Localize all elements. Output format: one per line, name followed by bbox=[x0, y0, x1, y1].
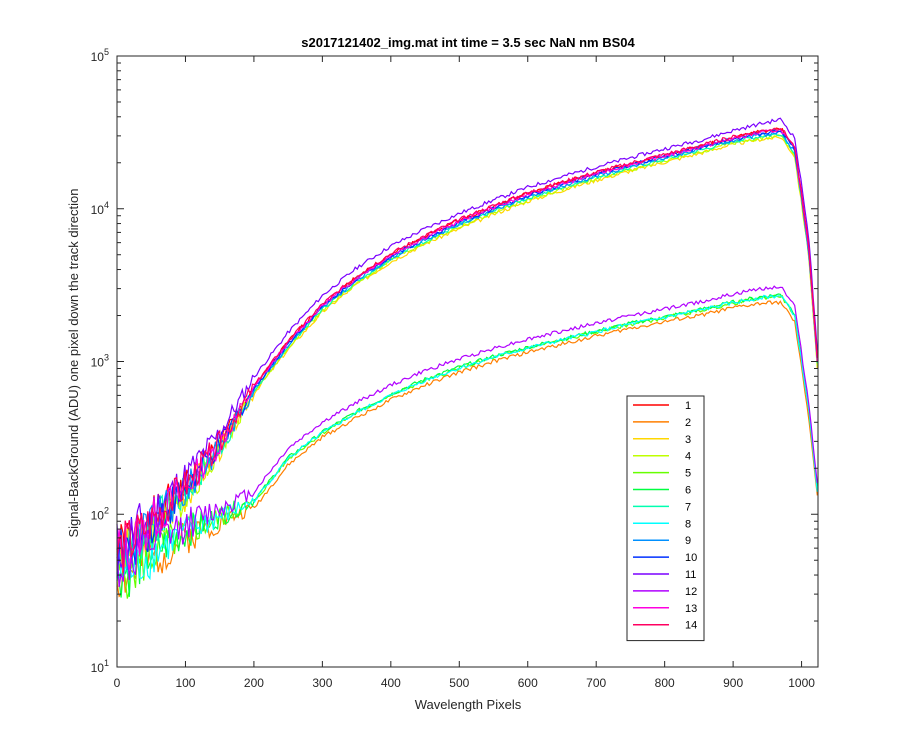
series-line-4 bbox=[116, 134, 818, 587]
series-line-14 bbox=[116, 127, 818, 573]
legend-label-4: 4 bbox=[685, 451, 691, 463]
legend-label-13: 13 bbox=[685, 603, 697, 615]
series-line-13 bbox=[116, 127, 818, 572]
x-tick-label: 600 bbox=[518, 676, 538, 690]
y-tick-label: 101 bbox=[91, 658, 109, 675]
series-layer bbox=[116, 117, 818, 599]
y-tick-label: 103 bbox=[91, 353, 109, 370]
x-tick-label: 1000 bbox=[788, 676, 815, 690]
x-tick-label: 900 bbox=[723, 676, 743, 690]
legend-label-7: 7 bbox=[685, 501, 691, 513]
x-tick-label: 0 bbox=[114, 676, 121, 690]
y-tick-label: 104 bbox=[91, 200, 109, 217]
x-tick-label: 200 bbox=[244, 676, 264, 690]
x-axis-title: Wavelength Pixels bbox=[415, 697, 522, 712]
legend-label-11: 11 bbox=[685, 569, 696, 581]
chart-title: s2017121402_img.mat int time = 3.5 sec N… bbox=[301, 35, 635, 50]
x-tick-label: 800 bbox=[655, 676, 675, 690]
y-axis-title: Signal-BackGround (ADU) one pixel down t… bbox=[66, 188, 81, 537]
y-tick-label: 105 bbox=[91, 47, 109, 64]
legend-label-2: 2 bbox=[685, 417, 691, 429]
x-tick-label: 100 bbox=[175, 676, 195, 690]
x-tick-label: 400 bbox=[381, 676, 401, 690]
legend-box bbox=[626, 395, 705, 642]
series-line-12 bbox=[116, 285, 818, 587]
axes-layer: 0 100 200 300 400 500 600 700 800 900 100010110210… bbox=[91, 47, 819, 690]
series-line-6 bbox=[116, 293, 818, 598]
series-line-11 bbox=[116, 117, 818, 568]
legend-label-10: 10 bbox=[685, 552, 697, 564]
x-tick-label: 700 bbox=[586, 676, 606, 690]
series-line-2 bbox=[116, 300, 818, 598]
y-tick-label: 102 bbox=[91, 505, 109, 522]
legend-label-9: 9 bbox=[685, 535, 691, 547]
legend-label-3: 3 bbox=[685, 434, 691, 446]
legend-label-5: 5 bbox=[685, 468, 691, 480]
x-tick-label: 500 bbox=[449, 676, 469, 690]
legend-label-12: 12 bbox=[685, 586, 697, 598]
x-tick-label: 300 bbox=[312, 676, 332, 690]
legend-label-14: 14 bbox=[685, 620, 697, 632]
legend-label-8: 8 bbox=[685, 518, 691, 530]
legend-label-6: 6 bbox=[685, 485, 691, 497]
series-line-8 bbox=[116, 294, 818, 581]
legend-label-1: 1 bbox=[685, 400, 691, 412]
